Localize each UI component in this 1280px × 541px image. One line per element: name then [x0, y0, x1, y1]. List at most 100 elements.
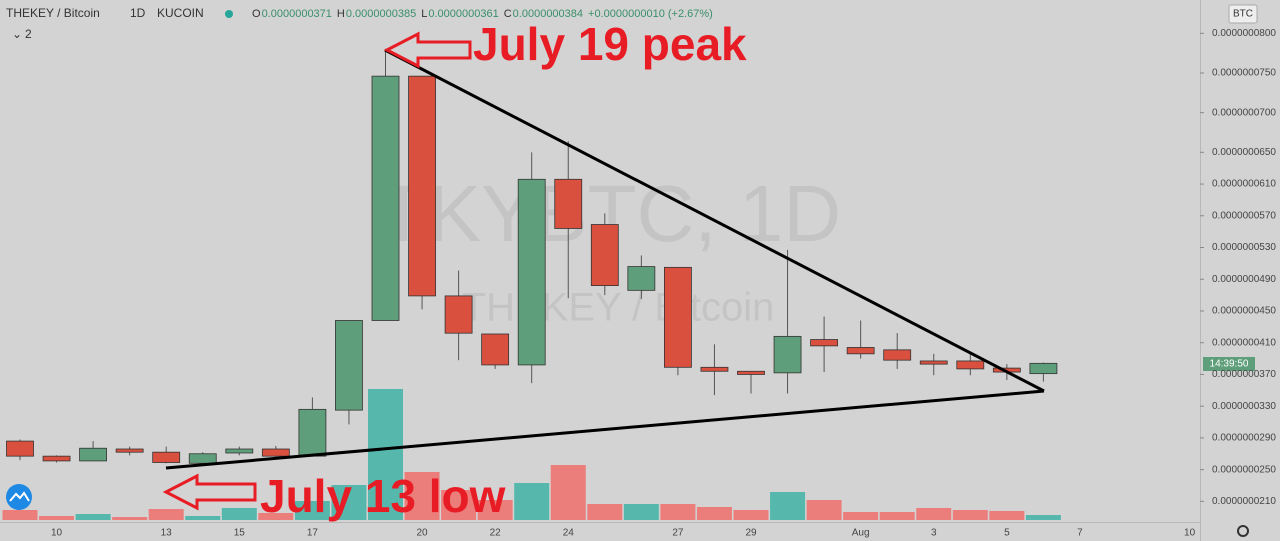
ohlc-value: 0.0000000371	[262, 8, 332, 20]
volume-bar	[1025, 515, 1061, 520]
candle-body	[42, 455, 71, 462]
volume-bar	[258, 513, 294, 520]
candle-body	[590, 224, 619, 286]
y-tick-label: 0.0000000410	[1212, 337, 1276, 348]
volume-bar	[733, 510, 769, 520]
candle-body	[298, 408, 327, 457]
volume-bar	[806, 500, 842, 520]
y-tick-label: 0.0000000800	[1212, 28, 1276, 39]
candle-body	[664, 266, 692, 368]
logo-mark	[9, 491, 30, 502]
x-tick-label: 10	[1184, 528, 1196, 539]
volume-bar	[148, 509, 184, 520]
candle-body	[79, 447, 107, 462]
x-tick-label: 7	[1077, 528, 1083, 539]
candle-body	[152, 451, 181, 463]
volume-bar	[879, 512, 915, 520]
exchange: KUCOIN	[157, 6, 204, 20]
x-tick-label: Aug	[852, 528, 870, 539]
countdown: 14:39:50	[1210, 359, 1249, 370]
candle-body	[188, 453, 217, 464]
plot	[2, 51, 1061, 520]
x-tick-label: 15	[234, 528, 246, 539]
volume-bar	[770, 492, 806, 520]
watermark-name: THEKEY / Bitcoin	[462, 286, 775, 330]
volume-bar	[623, 504, 659, 520]
settings[interactable]	[1237, 525, 1249, 537]
trendline	[384, 48, 1045, 393]
arrow	[162, 473, 257, 511]
volume-bar	[514, 483, 550, 520]
change: +0.0000000010 (+2.67%)	[588, 8, 713, 20]
countdown-box	[1203, 357, 1255, 371]
x-tick-label: 13	[161, 528, 173, 539]
x-tick-label: 22	[490, 528, 502, 539]
volume-bar	[39, 516, 75, 520]
x-tick-label: 20	[416, 528, 428, 539]
currency: BTC	[1233, 9, 1253, 20]
ohlc-label: H	[337, 8, 345, 20]
volume-bar	[331, 485, 367, 520]
candle-body	[846, 347, 875, 355]
x-tick-label: 5	[1004, 528, 1010, 539]
volume-bar	[989, 511, 1025, 520]
candle-body	[371, 75, 400, 321]
ohlc-value: 0.0000000385	[346, 8, 416, 20]
candle-body	[773, 335, 802, 374]
candle-body	[261, 448, 290, 457]
candle-body	[444, 295, 473, 334]
x-tick-label: 29	[745, 528, 757, 539]
volume-bar	[368, 389, 403, 520]
ohlc-label: O	[252, 8, 261, 20]
candle-body	[554, 178, 583, 229]
y-tick-label: 0.0000000210	[1212, 496, 1276, 507]
candle-body	[481, 333, 510, 366]
volume-bar	[916, 508, 952, 520]
candle-body	[627, 266, 656, 291]
x-tick-label: 17	[307, 528, 319, 539]
volume-bar	[404, 472, 440, 520]
volume-bar	[2, 510, 38, 520]
y-tick-label: 0.0000000490	[1212, 274, 1276, 285]
arrow	[383, 31, 472, 69]
ohlc-value: 0.0000000361	[428, 8, 498, 20]
candle-body	[700, 366, 729, 372]
volume-bar	[75, 514, 111, 520]
volume-bar	[550, 465, 586, 520]
ohlc: O 0.0000000371 H 0.0000000385 L 0.0000000361 C…	[252, 8, 713, 20]
volume-bar	[696, 507, 732, 520]
interval: 1D	[130, 6, 146, 20]
y-tick-label: 0.0000000290	[1212, 433, 1276, 444]
y-tick-label: 0.0000000250	[1212, 464, 1276, 475]
y-tick-label: 0.0000000450	[1212, 306, 1276, 317]
candle-body	[1029, 362, 1058, 375]
y-tick-label: 0.0000000330	[1212, 401, 1276, 412]
volume-bar	[112, 517, 148, 520]
candle-body	[408, 75, 436, 297]
y-tick-label: 0.0000000700	[1212, 107, 1276, 118]
candle-body	[737, 370, 765, 375]
x-tick-label: 27	[672, 528, 684, 539]
volume-bar	[477, 500, 513, 520]
ohlc-label: L	[421, 8, 427, 20]
annotation: July 13 low	[260, 470, 506, 522]
status-dot	[225, 10, 233, 18]
indicator-count[interactable]: 2	[25, 27, 32, 41]
y-tick-label: 0.0000000370	[1212, 369, 1276, 380]
y-tick-label: 0.0000000530	[1212, 242, 1276, 253]
ohlc-label: C	[504, 8, 512, 20]
candle-body	[115, 448, 144, 453]
chevron[interactable]: ⌄	[12, 27, 22, 41]
candle-body	[6, 440, 34, 457]
x-tick-label: 24	[563, 528, 575, 539]
trendline	[165, 389, 1045, 470]
volume-bar	[660, 504, 696, 520]
candle-body	[517, 178, 546, 366]
y-tick-label: 0.0000000750	[1212, 68, 1276, 79]
candle-body	[883, 349, 912, 361]
y-tick-label: 0.0000000650	[1212, 147, 1276, 158]
volume-bar	[843, 512, 879, 520]
candle-body	[335, 320, 363, 411]
